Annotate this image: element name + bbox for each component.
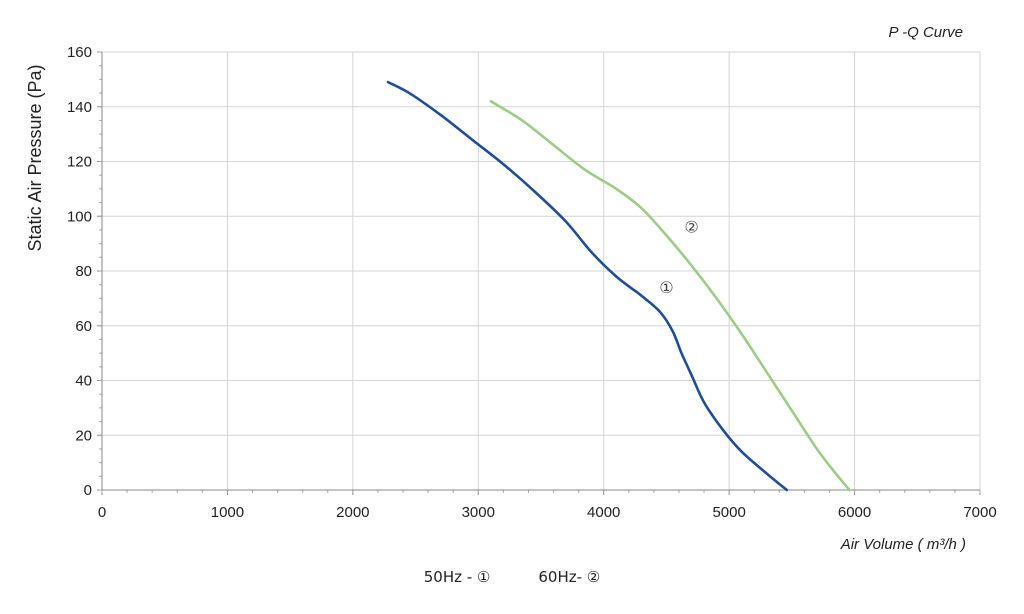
x-tick-label: 3000 xyxy=(462,504,495,521)
x-tick-label: 2000 xyxy=(336,504,369,521)
x-tick-label: 1000 xyxy=(211,504,244,521)
grid xyxy=(101,51,981,491)
chart-title: P -Q Curve xyxy=(889,24,963,41)
x-tick-label: 4000 xyxy=(587,504,620,521)
y-tick-label: 80 xyxy=(75,263,92,280)
series-line-1 xyxy=(386,80,789,492)
y-tick-label: 20 xyxy=(75,427,92,444)
x-axis-title: Air Volume ( m³/h ) xyxy=(840,536,966,553)
y-tick-label: 100 xyxy=(67,208,92,225)
legend-item-50hz: 50Hz - ① xyxy=(423,568,491,586)
y-tick-label: 160 xyxy=(67,44,92,61)
y-tick-label: 60 xyxy=(75,318,92,335)
legend: 50Hz - ① 60Hz- ② xyxy=(0,568,1024,586)
y-axis-title: Static Air Pressure (Pa) xyxy=(25,64,45,251)
annotations: ②① xyxy=(659,218,698,297)
y-tick-label: 40 xyxy=(75,373,92,390)
curve-annotation: ② xyxy=(684,218,698,237)
y-tick-label: 0 xyxy=(84,482,92,499)
y-tick-label: 140 xyxy=(67,99,92,116)
y-tick-label: 120 xyxy=(67,154,92,171)
series-line-2 xyxy=(489,99,851,492)
axes: 0 1000 2000 3000 4000 5000 6000 7000 0 20 40 60 80 10… xyxy=(67,44,997,521)
curve-annotation: ① xyxy=(659,278,673,297)
x-tick-label: 0 xyxy=(98,504,106,521)
series-lines xyxy=(386,80,851,492)
x-tick-label: 6000 xyxy=(838,504,871,521)
legend-item-60hz: 60Hz- ② xyxy=(538,568,601,586)
x-tick-label: 7000 xyxy=(963,504,996,521)
x-tick-label: 5000 xyxy=(712,504,745,521)
